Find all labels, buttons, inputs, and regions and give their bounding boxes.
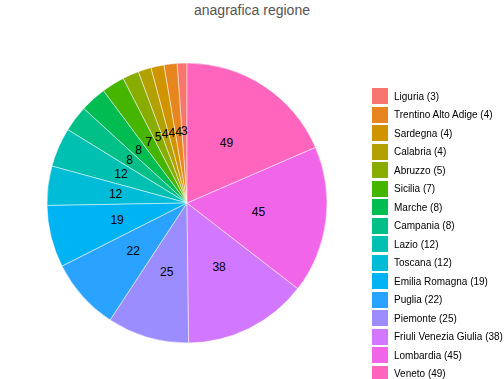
- svg-text:45: 45: [252, 205, 266, 219]
- svg-text:38: 38: [212, 260, 226, 274]
- svg-text:3: 3: [181, 124, 188, 138]
- html-text:anagrafica regione: anagrafica regione: [194, 2, 310, 18]
- svg-text:25: 25: [160, 265, 174, 279]
- svg-text:12: 12: [114, 167, 128, 181]
- svg-text:19: 19: [110, 213, 124, 227]
- svg-text:7: 7: [146, 135, 153, 149]
- html-text:Trentino Alto Adige (4): Trentino Alto Adige (4): [394, 109, 493, 121]
- svg-text:4: 4: [168, 126, 175, 140]
- html-text:Liguria (3): Liguria (3): [394, 90, 439, 102]
- html-text:Calabria (4): Calabria (4): [394, 146, 447, 158]
- svg-text:8: 8: [126, 153, 133, 167]
- html-text:Marche (8): Marche (8): [394, 201, 443, 213]
- html-text:Veneto (49): Veneto (49): [394, 368, 446, 379]
- svg-text:5: 5: [155, 130, 162, 144]
- html-text:Abruzzo (5): Abruzzo (5): [394, 164, 446, 176]
- svg-text:4: 4: [162, 127, 169, 141]
- html-text:Emilia Romagna (19): Emilia Romagna (19): [394, 275, 488, 287]
- html-text:Lazio (12): Lazio (12): [394, 238, 439, 250]
- html-text:Sicilia (7): Sicilia (7): [394, 183, 436, 195]
- svg-text:22: 22: [127, 244, 141, 258]
- html-text:Toscana (12): Toscana (12): [394, 257, 452, 269]
- svg-text:4: 4: [175, 125, 182, 139]
- html-text:Campania (8): Campania (8): [394, 220, 455, 232]
- html-text:Friuli Venezia Giulia (38): Friuli Venezia Giulia (38): [394, 331, 503, 343]
- svg-text:12: 12: [109, 187, 123, 201]
- html-text:Lombardia (45): Lombardia (45): [394, 349, 462, 361]
- html-text:Puglia (22): Puglia (22): [394, 294, 443, 306]
- html-text:Sardegna (4): Sardegna (4): [394, 127, 453, 139]
- svg-text:49: 49: [220, 136, 234, 150]
- html-text:Piemonte (25): Piemonte (25): [394, 312, 457, 324]
- svg-text:8: 8: [135, 143, 142, 157]
